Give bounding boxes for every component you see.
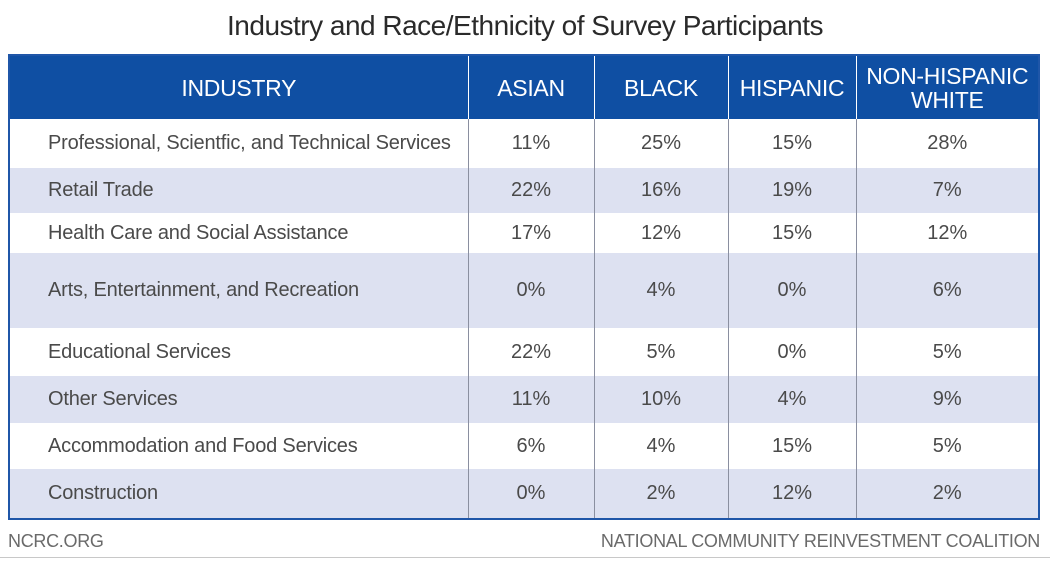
value-cell: 12% — [855, 213, 1038, 253]
table-row: Professional, Scientfic, and Technical S… — [10, 119, 1038, 168]
value-cell: 0% — [467, 253, 594, 328]
value-cell: 6% — [855, 253, 1038, 328]
value-cell: 11% — [467, 376, 594, 423]
footer-source-link[interactable]: NCRC.ORG — [8, 531, 104, 551]
value-cell: 6% — [467, 423, 594, 469]
industry-cell: Educational Services — [48, 340, 231, 363]
column-header-industry: INDUSTRY — [10, 56, 468, 119]
value-cell: 12% — [593, 213, 728, 253]
value-cell: 10% — [593, 376, 728, 423]
industry-cell: Construction — [48, 482, 158, 504]
table-row: Accommodation and Food Services 6% 4% 15… — [10, 423, 1038, 469]
data-table: INDUSTRY ASIAN BLACK HISPANIC NON-HISPAN… — [8, 54, 1040, 520]
value-cell: 0% — [727, 328, 856, 376]
value-cell: 15% — [727, 423, 856, 469]
value-cell: 12% — [727, 469, 856, 518]
table-row: Construction 0% 2% 12% 2% — [10, 469, 1038, 518]
value-cell: 22% — [467, 168, 594, 213]
value-cell: 15% — [727, 213, 856, 253]
industry-cell: Health Care and Social Assistance — [48, 221, 349, 244]
value-cell: 2% — [855, 469, 1038, 518]
table-row: Other Services 11% 10% 4% 9% — [10, 376, 1038, 423]
value-cell: 17% — [467, 213, 594, 253]
chart-title: Industry and Race/Ethnicity of Survey Pa… — [227, 10, 823, 41]
value-cell: 25% — [593, 119, 728, 168]
value-cell: 4% — [593, 253, 728, 328]
value-cell: 15% — [727, 119, 856, 168]
value-cell: 5% — [855, 423, 1038, 469]
footer-organization: NATIONAL COMMUNITY REINVESTMENT COALITIO… — [600, 531, 1040, 551]
value-cell: 22% — [467, 328, 594, 376]
industry-cell: Accommodation and Food Services — [48, 434, 358, 457]
table-header-row: INDUSTRY ASIAN BLACK HISPANIC NON-HISPAN… — [10, 56, 1038, 119]
value-cell: 4% — [593, 423, 728, 469]
value-cell: 28% — [855, 119, 1038, 168]
value-cell: 19% — [727, 168, 856, 213]
column-header-non-hispanic-white: NON-HISPANIC WHITE — [855, 56, 1038, 119]
value-cell: 5% — [593, 328, 728, 376]
value-cell: 5% — [855, 328, 1038, 376]
table-row: Educational Services 22% 5% 0% 5% — [10, 328, 1038, 376]
value-cell: 0% — [467, 469, 594, 518]
footer-divider — [0, 557, 1050, 558]
value-cell: 2% — [593, 469, 728, 518]
value-cell: 7% — [855, 168, 1038, 213]
table-row: Retail Trade 22% 16% 19% 7% — [10, 168, 1038, 213]
column-header-black: BLACK — [593, 56, 728, 119]
value-cell: 9% — [855, 376, 1038, 423]
column-header-hispanic: HISPANIC — [727, 56, 856, 119]
column-header-asian: ASIAN — [467, 56, 594, 119]
table-row: Arts, Entertainment, and Recreation 0% 4… — [10, 253, 1038, 328]
value-cell: 4% — [727, 376, 856, 423]
industry-cell: Other Services — [48, 388, 178, 410]
industry-cell: Professional, Scientfic, and Technical S… — [48, 132, 451, 154]
value-cell: 16% — [593, 168, 728, 213]
table-row: Health Care and Social Assistance 17% 12… — [10, 213, 1038, 253]
value-cell: 11% — [467, 119, 594, 168]
value-cell: 0% — [727, 253, 856, 328]
industry-cell: Arts, Entertainment, and Recreation — [48, 279, 359, 301]
industry-cell: Retail Trade — [48, 179, 154, 201]
